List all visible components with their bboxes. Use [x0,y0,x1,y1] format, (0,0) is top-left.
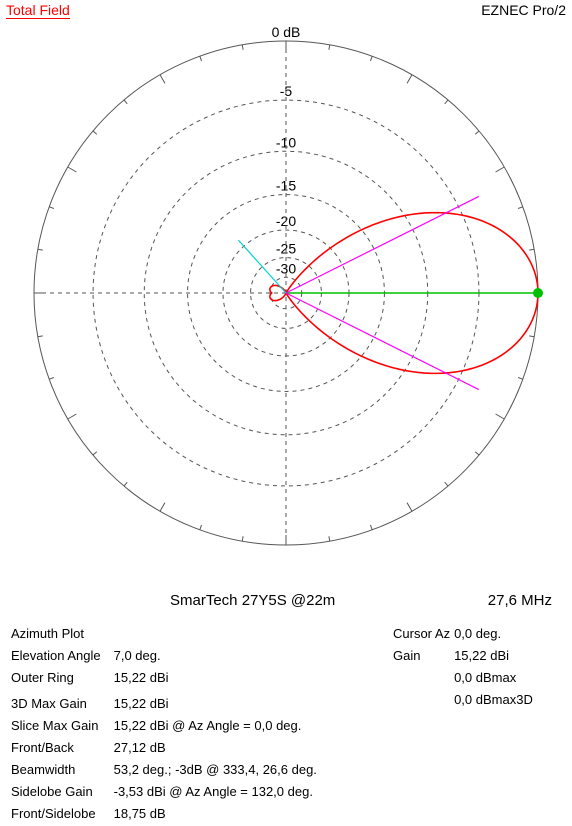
info-label: Outer Ring [10,668,111,688]
info-value: 15,22 dBi [453,646,534,666]
info-value: 0,0 dBmax3D [453,690,534,710]
info-value: 0,0 deg. [453,624,534,644]
info-value: 7,0 deg. [113,646,318,666]
info-row: Outer Ring15,22 dBi [10,668,318,688]
info-label: Sidelobe Gain [10,782,111,802]
info-label: Front/Back [10,738,111,758]
info-row: Cursor Az0,0 deg. [392,624,534,644]
info-label: Azimuth Plot [10,624,111,644]
info-row: 3D Max Gain15,22 dBi [10,694,318,714]
info-label: Beamwidth [10,760,111,780]
info-row: Slice Max Gain15,22 dBi @ Az Angle = 0,0… [10,716,318,736]
info-label: Cursor Az [392,624,451,644]
info-label: Elevation Angle [10,646,111,666]
info-label [10,690,111,692]
info-label: Slice Max Gain [10,716,111,736]
info-value [113,624,318,644]
info-value: 27,12 dB [113,738,318,758]
svg-text:0 dB: 0 dB [272,24,301,40]
info-value: -3,53 dBi @ Az Angle = 132,0 deg. [113,782,318,802]
info-row: Beamwidth53,2 deg.; -3dB @ 333,4, 26,6 d… [10,760,318,780]
info-value: 15,22 dBi @ Az Angle = 0,0 deg. [113,716,318,736]
info-row: Sidelobe Gain-3,53 dBi @ Az Angle = 132,… [10,782,318,802]
info-row: Gain15,22 dBi [392,646,534,666]
info-row: Azimuth Plot [10,624,318,644]
info-label [392,668,451,688]
info-value: 15,22 dBi [113,694,318,714]
info-row: 0,0 dBmax3D [392,690,534,710]
info-value [113,690,318,692]
chart-caption: SmarTech 27Y5S @22m 27,6 MHz [0,592,572,609]
caption-title: SmarTech 27Y5S @22m [170,592,335,609]
caption-freq: 27,6 MHz [488,592,552,609]
info-label: 3D Max Gain [10,694,111,714]
info-value: 15,22 dBi [113,668,318,688]
right-info-table: Cursor Az0,0 deg.Gain15,22 dBi0,0 dBmax0… [390,622,536,712]
info-row: 0,0 dBmax [392,668,534,688]
info-label: Front/Sidelobe [10,804,111,824]
info-row: Elevation Angle7,0 deg. [10,646,318,666]
polar-chart: 0 dB-5-10-15-20-25-30 [0,0,572,560]
info-label [392,690,451,710]
info-row [10,690,318,692]
left-info-table: Azimuth PlotElevation Angle7,0 deg.Outer… [8,622,320,826]
info-value: 18,75 dB [113,804,318,824]
info-row: Front/Back27,12 dB [10,738,318,758]
info-value: 53,2 deg.; -3dB @ 333,4, 26,6 deg. [113,760,318,780]
info-value: 0,0 dBmax [453,668,534,688]
info-label: Gain [392,646,451,666]
info-row: Front/Sidelobe18,75 dB [10,804,318,824]
